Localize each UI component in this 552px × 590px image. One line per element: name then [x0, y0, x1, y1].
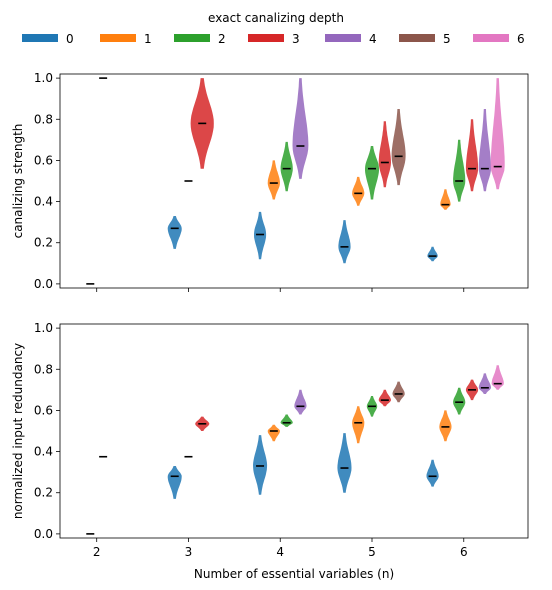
violin-n6-depth1 [439, 410, 452, 442]
violin-n3-depth0 [167, 466, 182, 499]
violin-n5-depth5 [392, 381, 405, 403]
violin-n4-depth2 [280, 414, 293, 427]
legend-title: exact canalizing depth [208, 11, 344, 25]
violin-n5-depth0 [337, 433, 352, 493]
legend-swatch-5 [399, 34, 435, 42]
violin-n4-depth2 [280, 141, 293, 192]
y-tick-label: 1.0 [34, 71, 53, 85]
y-tick-label: 0.8 [34, 112, 53, 126]
plot-frame [59, 323, 529, 539]
y-axis-label: normalized input redundancy [11, 343, 25, 519]
input-redundancy-panel: 0.0 0.2 0.4 0.6 0.8 1.0 2 3 4 5 6 normalized input … [11, 321, 529, 581]
violin-n5-depth3 [378, 389, 391, 407]
legend-swatch-4 [325, 34, 361, 42]
legend-label-5: 5 [443, 32, 451, 46]
legend-swatch-6 [473, 34, 509, 42]
y-tick-label: 0.4 [34, 445, 53, 459]
legend-label-2: 2 [218, 32, 226, 46]
y-tick-label: 0.2 [34, 486, 53, 500]
violin-n4-depth0 [254, 211, 267, 260]
x-tick-label: 3 [185, 545, 193, 559]
violin-n4-depth1 [267, 160, 280, 200]
legend-label-4: 4 [369, 32, 377, 46]
violin-n6-depth6 [490, 78, 505, 190]
legend-swatch-2 [174, 34, 210, 42]
canalizing-strength-panel: 0.0 0.2 0.4 0.6 0.8 1.0 canalizing strength [11, 71, 529, 292]
violin-n6-depth4 [478, 109, 491, 192]
violin-n4-depth0 [253, 435, 268, 495]
legend-label-6: 6 [517, 32, 525, 46]
y-tick-label: 0.0 [34, 527, 53, 541]
y-tick-label: 0.6 [34, 153, 53, 167]
y-axis-label: canalizing strength [11, 124, 25, 239]
violin-n5-depth1 [352, 176, 365, 206]
violin-n6-depth2 [453, 387, 466, 415]
legend-swatch-1 [100, 34, 136, 42]
violin-n6-depth2 [453, 139, 466, 202]
violin-n6-depth0 [427, 246, 438, 262]
violin-n5-depth0 [338, 220, 351, 264]
violin-n6-depth3 [465, 119, 479, 192]
x-axis-label: Number of essential variables (n) [194, 567, 394, 581]
x-tick-label: 4 [276, 545, 284, 559]
legend-label-1: 1 [144, 32, 152, 46]
violin-n4-depth1 [267, 424, 280, 442]
violin-n5-depth3 [378, 121, 391, 188]
x-tick-label: 5 [368, 545, 376, 559]
violin-n5-depth2 [365, 146, 379, 200]
y-tick-label: 0.4 [34, 195, 53, 209]
legend-label-0: 0 [66, 32, 74, 46]
violin-n6-depth0 [426, 459, 439, 487]
y-tick-label: 1.0 [34, 321, 53, 335]
violin-n6-depth4 [478, 373, 491, 394]
y-tick-label: 0.6 [34, 403, 53, 417]
legend-label-3: 3 [292, 32, 300, 46]
violin-n4-depth4 [294, 389, 307, 415]
y-tick-label: 0.8 [34, 362, 53, 376]
violin-n4-depth4 [292, 78, 309, 179]
x-tick-label: 6 [460, 545, 468, 559]
y-tick-label: 0.2 [34, 236, 53, 250]
x-tick-label: 2 [93, 545, 101, 559]
legend: 0 1 2 3 4 5 6 [22, 32, 525, 46]
violin-n6-depth6 [491, 365, 504, 390]
violin-n5-depth1 [352, 406, 365, 444]
violin-n6-depth1 [440, 189, 451, 210]
legend-swatch-3 [248, 34, 284, 42]
plot-frame [59, 73, 529, 289]
violin-n5-depth5 [391, 109, 406, 186]
y-tick-label: 0.0 [34, 277, 53, 291]
violin-n3-depth0 [167, 216, 182, 249]
legend-swatch-0 [22, 34, 58, 42]
